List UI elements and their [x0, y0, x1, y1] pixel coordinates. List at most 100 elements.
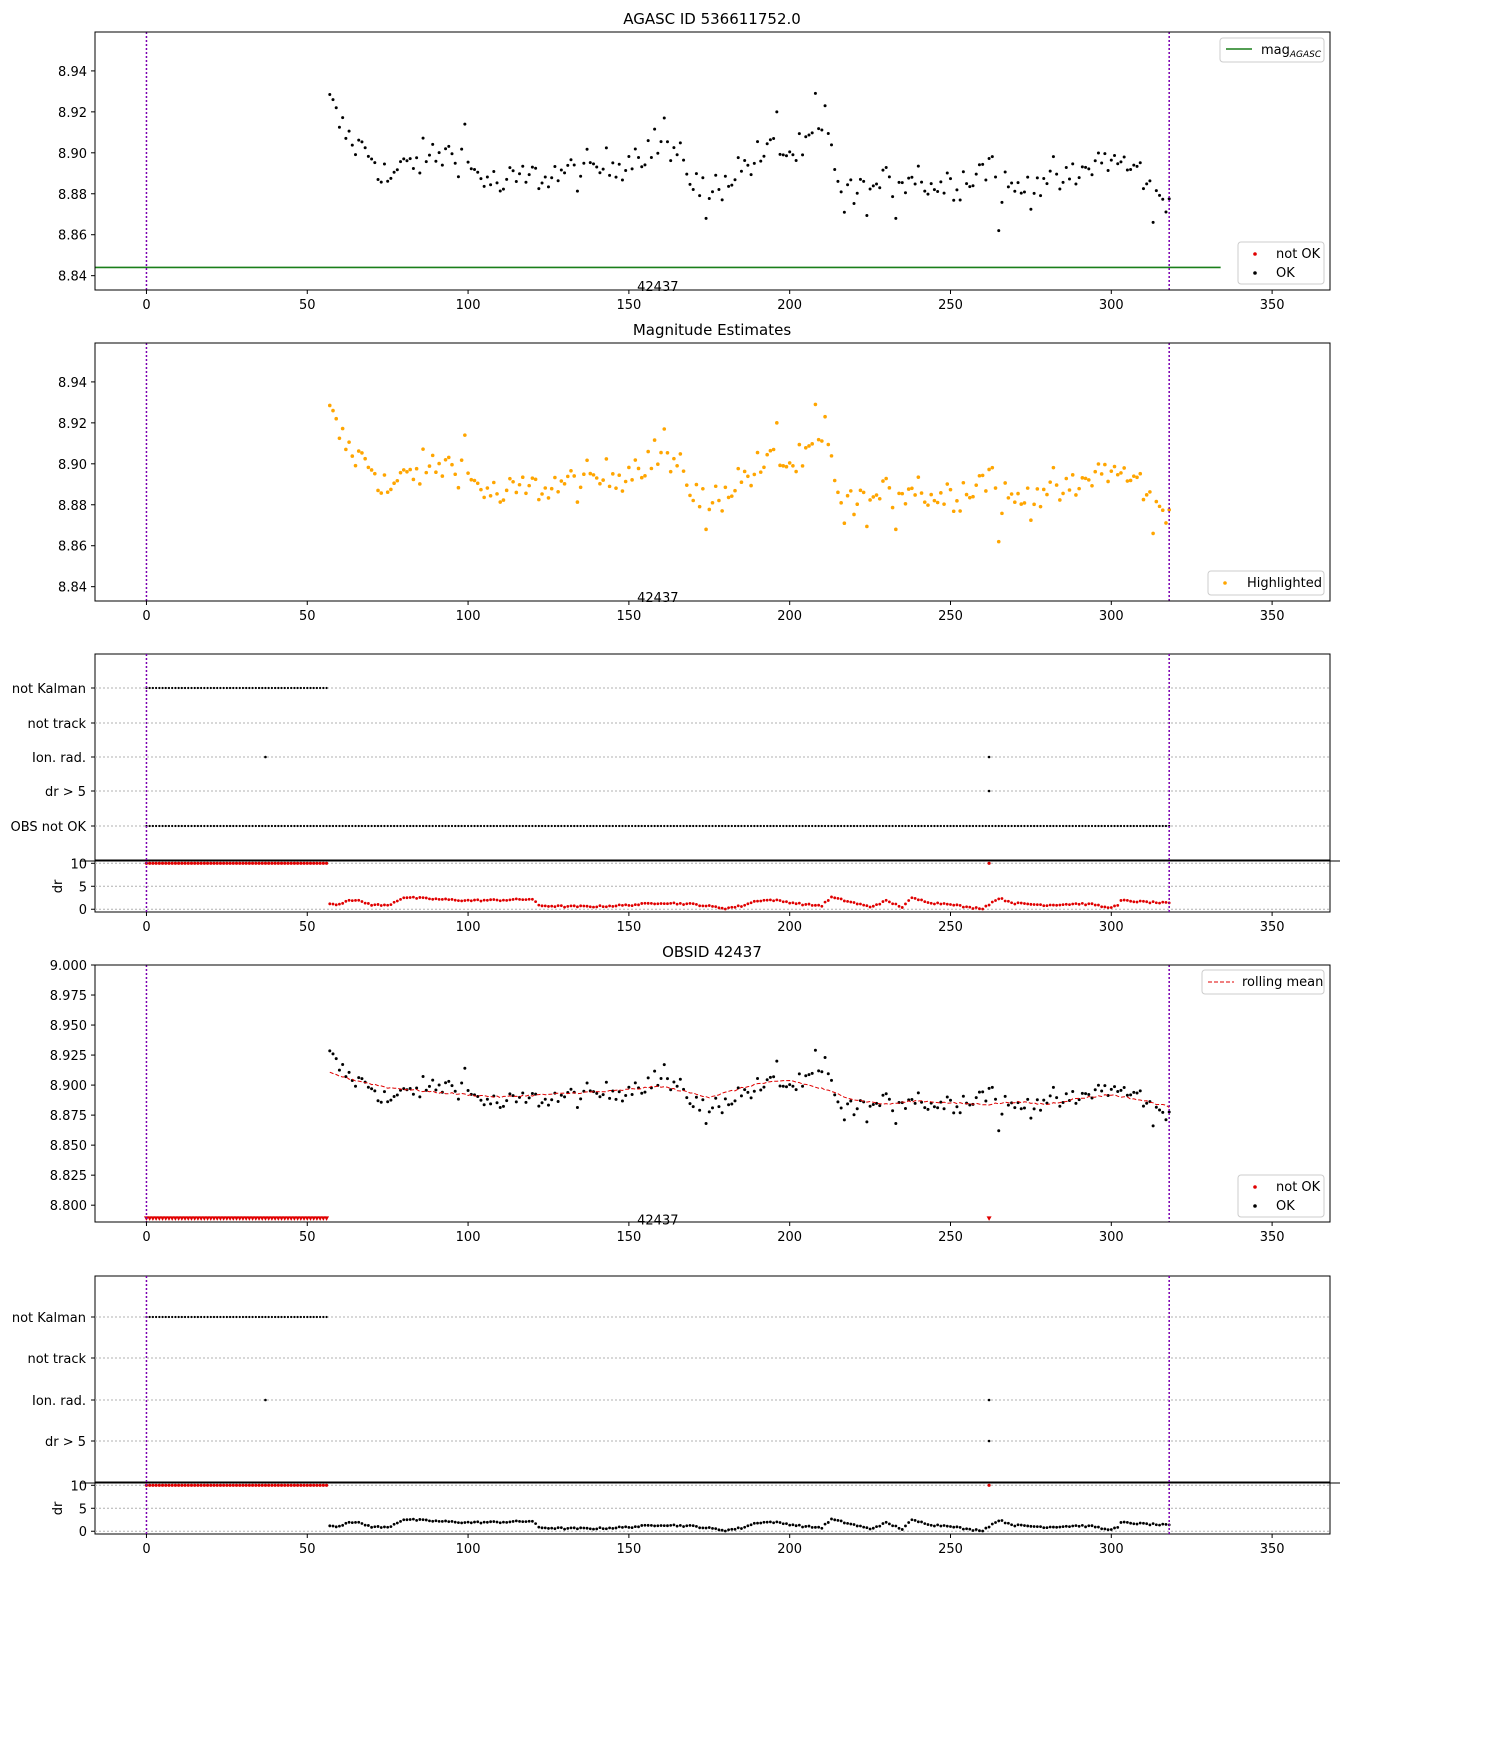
flag-point	[466, 824, 470, 828]
ok-point	[694, 1095, 698, 1099]
ok-point	[675, 1084, 679, 1088]
flag-point	[933, 824, 936, 828]
dr-point	[1045, 904, 1049, 908]
dr-point	[354, 898, 357, 902]
dr-point	[524, 1520, 528, 1524]
highlighted-point	[887, 486, 892, 490]
notok-triangle	[182, 1216, 188, 1221]
flag-point	[544, 824, 547, 828]
dr-point	[1035, 903, 1039, 907]
x-tick-label: 100	[456, 1542, 481, 1557]
highlighted-point	[533, 477, 538, 482]
flag-point	[1129, 824, 1132, 828]
highlighted-point	[369, 468, 374, 472]
dr-point	[341, 1523, 345, 1527]
dr-point	[379, 904, 383, 907]
highlighted-point	[495, 492, 499, 496]
legend-notok: not OK	[1276, 247, 1321, 262]
flag-point	[730, 824, 733, 828]
dr-point	[572, 1526, 576, 1530]
flag-point	[505, 824, 508, 828]
dr-point	[788, 901, 792, 905]
flag-point	[827, 824, 830, 828]
dr-point	[1100, 1527, 1104, 1531]
x-tick-label: 150	[616, 1230, 641, 1245]
dr-point	[1106, 906, 1110, 910]
flag-point	[196, 686, 200, 690]
dr-point	[608, 1526, 611, 1530]
flag-point	[264, 686, 267, 690]
dr-point	[871, 904, 875, 908]
dr-point	[933, 902, 936, 906]
flag-point	[1097, 824, 1100, 828]
highlighted-point	[1048, 480, 1052, 484]
flag-point	[949, 824, 952, 828]
ok-point	[592, 162, 596, 166]
flag-point	[1042, 824, 1045, 828]
highlighted-point	[678, 452, 683, 456]
highlighted-point	[485, 486, 490, 490]
dr-point	[405, 1518, 409, 1522]
highlighted-point	[382, 473, 387, 477]
dr-point	[981, 907, 985, 911]
dr-capped-point	[273, 1483, 277, 1487]
dr-point	[585, 1526, 589, 1530]
dr-point	[781, 1522, 785, 1526]
notok-triangle	[172, 1216, 178, 1221]
ok-point	[1039, 194, 1043, 198]
dr-point	[878, 902, 882, 906]
ok-point	[485, 175, 489, 179]
dr-capped-point	[215, 861, 219, 865]
flag-point	[174, 686, 177, 690]
ok-point	[653, 1069, 657, 1073]
dr-capped-point	[250, 1483, 255, 1487]
ok-point	[781, 153, 785, 157]
ok-point	[698, 194, 702, 198]
ok-point	[347, 1070, 351, 1074]
ok-point	[727, 184, 731, 188]
dr-point	[955, 903, 959, 907]
dr-point	[502, 1520, 505, 1524]
dr-point	[720, 1528, 724, 1532]
dr-point	[659, 1524, 663, 1527]
flag-point	[528, 824, 531, 828]
dr-point	[682, 903, 685, 906]
dr-point	[1097, 903, 1100, 907]
dr-point	[1090, 1524, 1094, 1528]
ok-point	[334, 1057, 338, 1061]
dr-tick-label: 0	[79, 903, 87, 918]
notok-triangle	[240, 1216, 246, 1221]
ok-point	[965, 182, 969, 186]
dr-tick-label: 10	[70, 1479, 87, 1494]
flag-point	[807, 824, 811, 828]
dr-point	[1164, 1522, 1168, 1526]
highlighted-point	[996, 539, 1001, 544]
flag-point	[907, 824, 910, 828]
highlighted-point	[456, 485, 461, 490]
dr-point	[881, 1522, 885, 1525]
ok-point	[1109, 158, 1113, 162]
flag-point	[270, 824, 273, 828]
flag-point	[373, 824, 376, 828]
dr-point	[543, 904, 547, 908]
highlighted-point	[350, 454, 355, 458]
dr-point	[601, 905, 605, 909]
flag-point	[325, 686, 328, 690]
flag-point	[914, 824, 917, 828]
ok-point	[984, 1099, 988, 1103]
dr-point	[466, 1520, 470, 1524]
flag-point	[1071, 824, 1074, 828]
flag-point	[344, 824, 347, 828]
dr-point	[1103, 905, 1107, 909]
flag-point	[306, 686, 309, 690]
flag-point	[190, 686, 193, 690]
ok-point	[608, 173, 612, 177]
legend-mag-agasc: magAGASC	[1261, 43, 1322, 60]
flag-point	[733, 824, 737, 828]
dr-point	[656, 902, 660, 906]
flag-point	[357, 824, 360, 828]
flag-point	[692, 824, 695, 828]
highlighted-point	[894, 527, 898, 532]
dr-point	[386, 1525, 390, 1529]
dr-capped-point	[312, 1483, 316, 1487]
